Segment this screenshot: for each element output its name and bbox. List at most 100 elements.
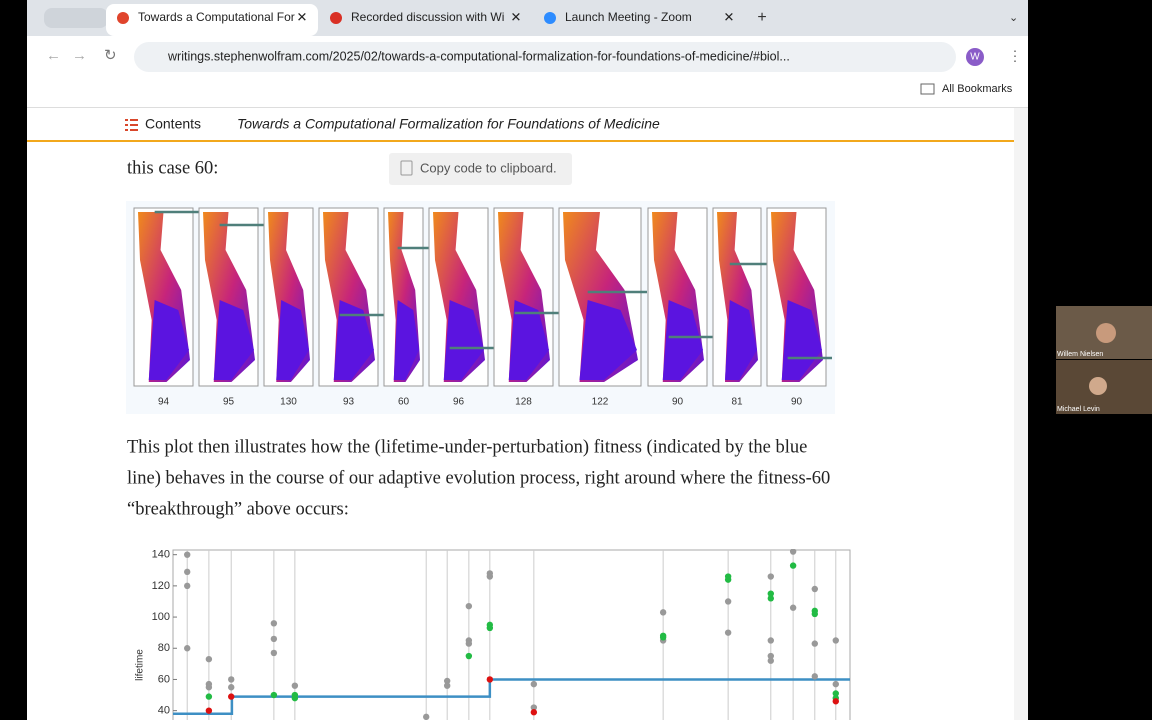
toolbar-border — [27, 107, 1028, 108]
point — [724, 629, 732, 636]
ca-region — [443, 300, 484, 380]
point — [832, 680, 839, 688]
address-bar[interactable] — [134, 42, 956, 72]
point — [228, 676, 235, 683]
ca-region — [725, 300, 757, 380]
tab-favicon — [544, 12, 556, 24]
y-tick-label: 140 — [152, 549, 170, 561]
point — [184, 551, 191, 558]
point — [465, 602, 473, 610]
panel-label: 93 — [343, 397, 355, 408]
toc-label[interactable]: Contents — [145, 116, 201, 132]
point — [486, 624, 494, 632]
panel-label: 60 — [398, 397, 410, 408]
toc-title: Towards a Computational Formalization fo… — [237, 116, 660, 132]
panel-label: 130 — [280, 397, 297, 408]
point — [832, 698, 839, 705]
tab-favicon — [330, 12, 342, 24]
point — [228, 684, 235, 691]
point — [486, 676, 494, 683]
paragraph-line: “breakthrough” above occurs: — [127, 499, 349, 519]
tooltip — [389, 153, 572, 185]
tab-close[interactable]: ✕ — [297, 9, 308, 24]
point — [270, 635, 278, 643]
toc-underline — [27, 140, 1014, 142]
figure: 94 95 130 93 60 96 128 122 90 81 90 — [133, 207, 832, 408]
point — [270, 620, 278, 627]
panel-label: 90 — [672, 397, 684, 408]
reload-button[interactable]: ↻ — [104, 47, 117, 64]
point — [659, 634, 667, 641]
panel-label: 122 — [592, 397, 609, 408]
y-tick-label: 120 — [152, 580, 170, 592]
back-button[interactable]: ← — [46, 47, 61, 64]
bookmarks-folder-icon — [920, 83, 935, 95]
point — [789, 604, 797, 611]
point — [724, 576, 732, 583]
participant-name: Willem Nielsen — [1057, 351, 1103, 358]
tab-list-button[interactable]: ⌄ — [1009, 12, 1018, 24]
point — [811, 640, 818, 647]
point — [205, 655, 213, 663]
panel-label: 128 — [515, 397, 532, 408]
point — [270, 649, 278, 657]
tab-title[interactable]: Recorded discussion with Wi — [351, 10, 504, 24]
tooltip-text: Copy code to clipboard. — [420, 160, 557, 175]
active-tab[interactable] — [106, 4, 318, 36]
new-tab-button[interactable]: + — [757, 9, 766, 26]
paragraph-line: This plot then illustrates how the (life… — [127, 437, 807, 457]
plot-area — [173, 549, 850, 720]
plot-frame — [172, 549, 851, 720]
panel-label: 90 — [791, 397, 803, 408]
forward-button[interactable]: → — [72, 47, 87, 64]
point — [205, 707, 213, 714]
y-tick-label: 80 — [158, 642, 170, 654]
tab-close[interactable]: ✕ — [724, 9, 735, 24]
point — [270, 691, 278, 699]
point — [443, 682, 451, 689]
point — [811, 610, 818, 618]
tab-title[interactable]: Launch Meeting - Zoom — [565, 10, 692, 24]
participant-face — [1089, 377, 1107, 395]
participant-face — [1096, 323, 1116, 343]
paragraph: This plot then illustrates how the (life… — [127, 437, 830, 519]
ca-region — [276, 300, 309, 380]
panel-label: 94 — [158, 397, 170, 408]
scrollbar[interactable] — [1014, 108, 1028, 720]
ca-region — [393, 300, 419, 380]
ca-region — [333, 300, 374, 380]
intro-text: this case 60: — [127, 158, 218, 178]
ca-region — [579, 300, 637, 380]
point — [767, 595, 774, 602]
point — [291, 682, 299, 689]
point — [465, 640, 473, 647]
fitness-line — [173, 678, 850, 716]
point — [184, 645, 191, 652]
point — [184, 568, 191, 576]
tab-search[interactable] — [44, 8, 108, 28]
profile-avatar[interactable] — [966, 48, 984, 66]
plot: 40 60 80 100 120 140 lifetime — [135, 549, 851, 720]
point — [465, 652, 473, 660]
point — [789, 562, 797, 569]
point — [530, 680, 538, 688]
tab-title[interactable]: Towards a Computational For — [138, 10, 295, 24]
point — [205, 693, 213, 700]
point — [767, 573, 774, 580]
panel-label: 95 — [223, 397, 235, 408]
clipboard-icon — [400, 160, 413, 176]
ca-region — [148, 300, 189, 380]
participant-name: Michael Levin — [1057, 406, 1100, 413]
toc-bar — [27, 108, 1014, 141]
profile-initial: W — [970, 52, 980, 63]
point — [486, 573, 494, 580]
point — [724, 598, 732, 605]
point — [422, 713, 430, 720]
all-bookmarks[interactable]: All Bookmarks — [942, 83, 1013, 95]
tab-close[interactable]: ✕ — [511, 9, 522, 24]
menu-button[interactable]: ⋮ — [1008, 48, 1022, 64]
point — [811, 673, 818, 680]
url: writings.stephenwolfram.com/2025/02/towa… — [167, 49, 790, 63]
